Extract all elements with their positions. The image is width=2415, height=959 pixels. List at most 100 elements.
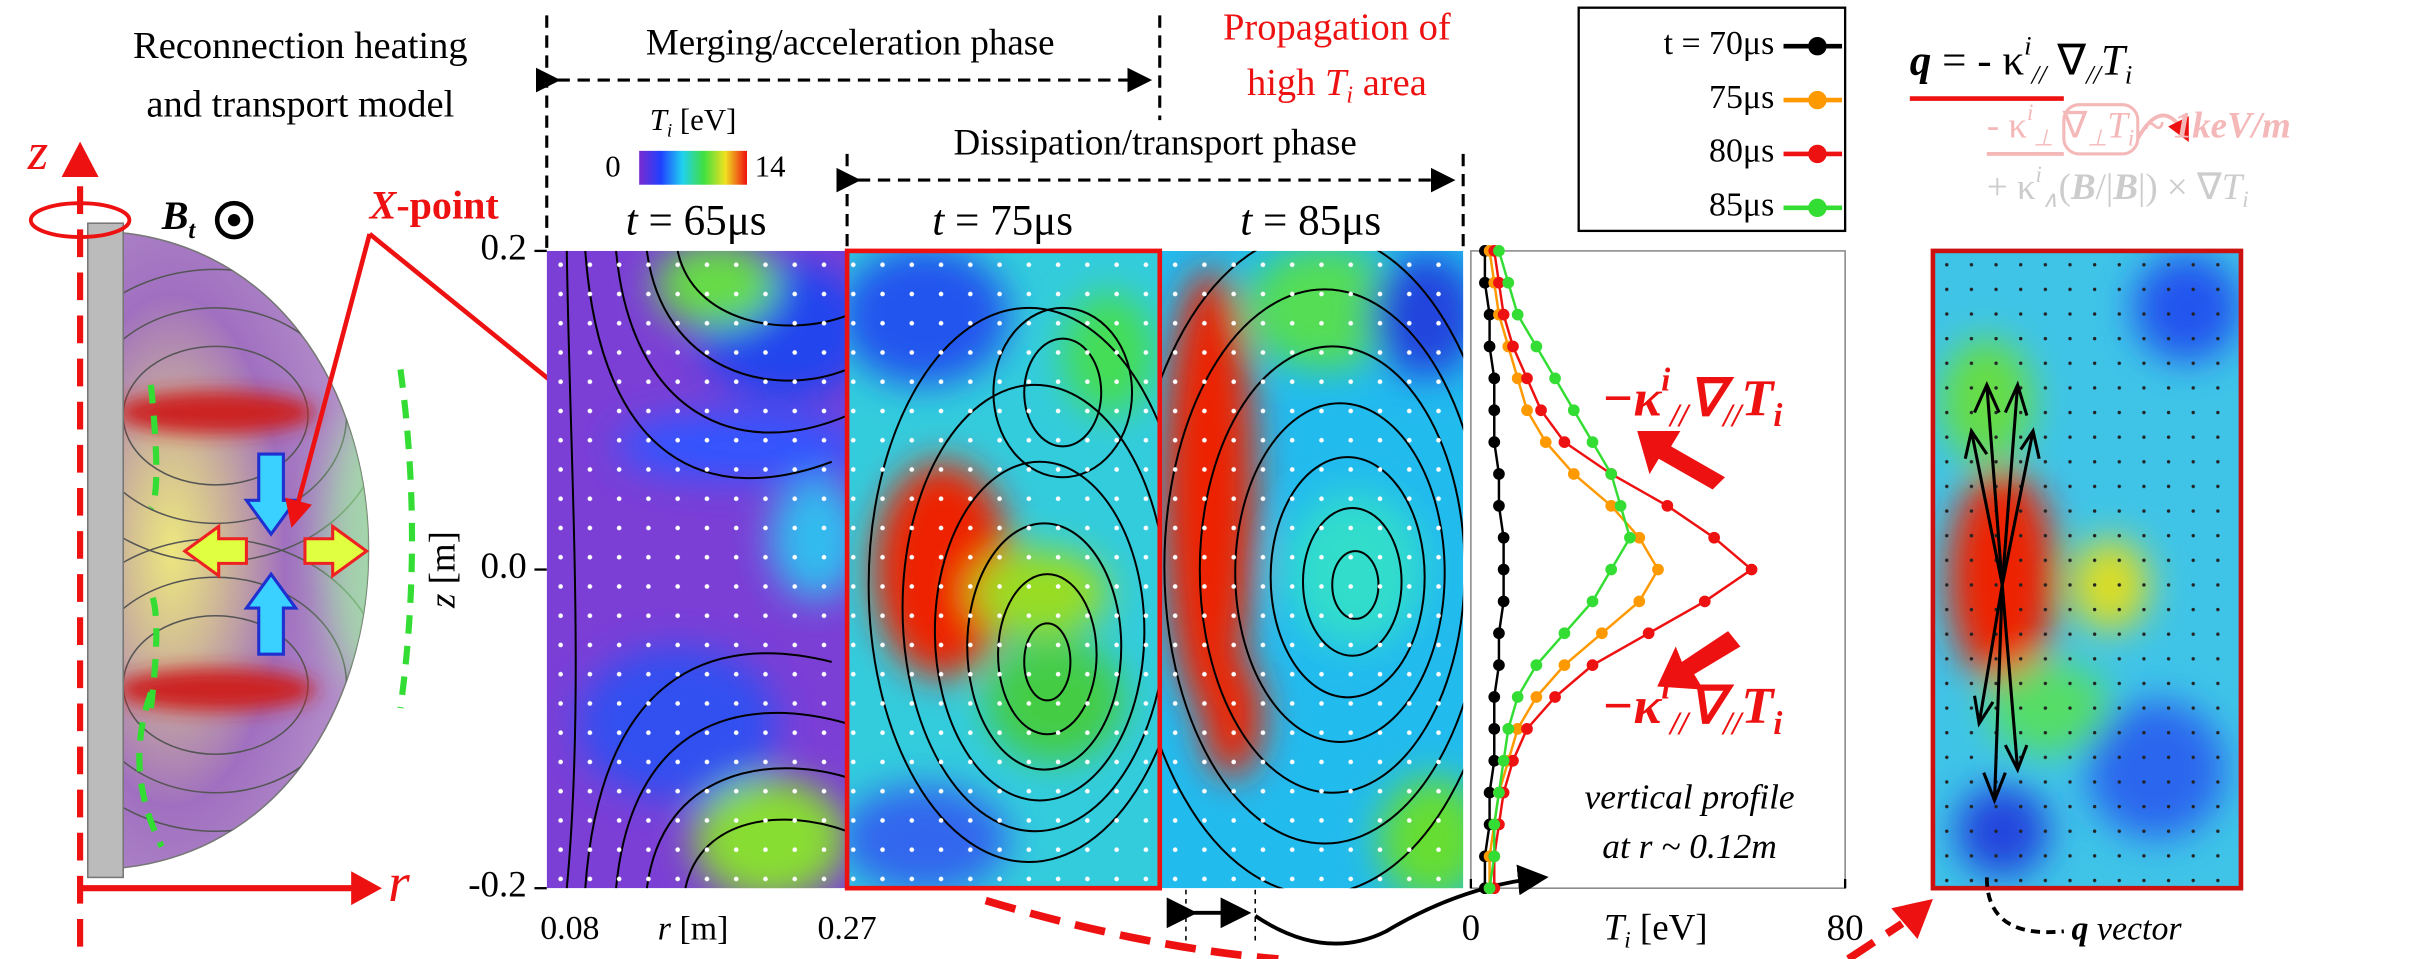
glow <box>323 407 369 685</box>
r-axis-title-part: [m] <box>671 910 728 947</box>
legend-marker <box>1808 90 1827 110</box>
profile-point <box>1549 691 1561 703</box>
equation-line-part: i <box>2036 162 2042 187</box>
term-box <box>2062 103 2140 156</box>
profile-point <box>1483 308 1496 321</box>
y-axis-title: z [m] <box>422 531 463 609</box>
flux-label-part: // <box>1721 706 1744 742</box>
q-vector <box>2000 584 2029 774</box>
profile-point <box>1521 723 1533 735</box>
propagation-label-part: area <box>1353 62 1427 104</box>
y-axis-title-part: [m] <box>422 531 463 594</box>
equation-line-part: + κ <box>1987 166 2036 207</box>
equation-line-part: i <box>2125 60 2132 90</box>
x-point-label-part: X <box>368 183 398 228</box>
profile-point <box>1497 595 1510 608</box>
equation-line-part: // <box>2030 60 2049 90</box>
profile-note: vertical profile <box>1584 777 1794 817</box>
profile-frame <box>1470 250 1846 889</box>
q-vector <box>1963 427 2004 586</box>
profile-point <box>1539 436 1552 448</box>
panel-time-part: = 85μs <box>1252 198 1381 245</box>
profile-point <box>1497 563 1510 576</box>
flux-label-part: T <box>1741 677 1775 735</box>
profile-point <box>1497 308 1510 321</box>
profile-point <box>1488 818 1501 831</box>
x-tick-label: 80 <box>1827 907 1864 948</box>
flow-arrows <box>136 369 416 849</box>
profile-point <box>1521 404 1533 417</box>
bt-symbol-dot <box>227 213 241 227</box>
equation-line-part: i <box>2242 187 2248 212</box>
y-tick-label: -0.2 <box>468 864 527 905</box>
equation-line-part: ∧ <box>2042 187 2059 212</box>
panel-highlight <box>844 248 1163 891</box>
flow-arrow <box>397 369 416 709</box>
bt-label: Bt <box>161 193 197 244</box>
phase-label: Merging/acceleration phase <box>646 22 1055 63</box>
x-axis-title-part: i <box>1624 928 1630 953</box>
profile-point <box>1521 372 1533 385</box>
connector <box>1846 920 1905 959</box>
flux-label-part: i <box>1661 363 1670 399</box>
profile-point <box>1558 627 1571 640</box>
term-arrow <box>2136 113 2189 142</box>
current-ring <box>115 668 316 712</box>
propagation-label-part: T <box>1325 62 1349 104</box>
equation-line-part: ⊥ <box>2033 126 2053 151</box>
legend-label: 75μs <box>1709 79 1774 116</box>
x-axis-title: Ti [eV] <box>1604 907 1708 953</box>
equation-line-part: ~ 1keV/m <box>2134 105 2291 146</box>
equation-line-part: ∇ <box>2053 105 2087 146</box>
colorbar-label-part: T <box>650 103 669 137</box>
equation-line-part: i <box>2128 126 2134 151</box>
z-axis-label-part: z <box>27 123 48 181</box>
flux-label-part: i <box>1773 398 1782 434</box>
profile-point <box>1642 627 1655 640</box>
q-vector-label-part: vector <box>2088 910 2182 947</box>
panel-time: t = 75μs <box>932 198 1073 245</box>
inflow-arrow <box>243 571 299 656</box>
rotation-ring <box>28 201 132 239</box>
profile-point <box>1493 499 1505 512</box>
profile-point <box>1567 468 1580 480</box>
x-point-label-part: -point <box>396 183 499 228</box>
r-axis-title: r [m] <box>658 910 729 947</box>
legend-marker <box>1808 36 1827 56</box>
profile-point <box>1596 627 1608 640</box>
profile-point <box>1479 276 1491 289</box>
profile-point <box>1558 659 1571 671</box>
profile-point <box>1502 276 1515 289</box>
y-tick-label: 0.2 <box>481 226 527 267</box>
r-axis-title-part: r <box>658 910 672 947</box>
profile-point <box>1493 627 1505 640</box>
profile-point <box>1633 531 1646 544</box>
outflow-arrow <box>182 523 248 579</box>
profile-point <box>1605 563 1618 576</box>
r-axis-arrow <box>351 871 382 906</box>
flux-label: −κi//∇//Ti <box>1602 671 1783 743</box>
equation-line-part: B <box>2112 166 2138 207</box>
panel-time-part: t <box>932 198 945 245</box>
profile-point <box>1511 723 1524 735</box>
flux-arrow <box>1637 431 1725 490</box>
q-vector <box>1972 584 2004 728</box>
flux-label-part: // <box>1721 398 1744 434</box>
profile-point <box>1488 754 1501 767</box>
profile-point <box>1614 499 1627 512</box>
equation-line-part: |) × ∇ <box>2138 166 2222 208</box>
r-axis-label-part: r <box>388 852 410 913</box>
q-vector <box>2000 380 2029 586</box>
profile-point <box>1497 754 1510 767</box>
phase-label: Dissipation/transport phase <box>953 122 1356 163</box>
equation-line-part: // <box>2084 60 2103 90</box>
legend-marker <box>1808 198 1827 218</box>
profile-point <box>1497 531 1510 544</box>
equation-line-part: T <box>2107 105 2130 146</box>
propagation-label: Propagation of <box>1223 7 1451 49</box>
propagation-label-part: i <box>1346 83 1353 109</box>
z-axis-arrow <box>61 141 99 178</box>
q-vector <box>1973 381 2004 586</box>
inflow-arrow <box>243 452 299 537</box>
bt-label-part: B <box>161 193 189 238</box>
